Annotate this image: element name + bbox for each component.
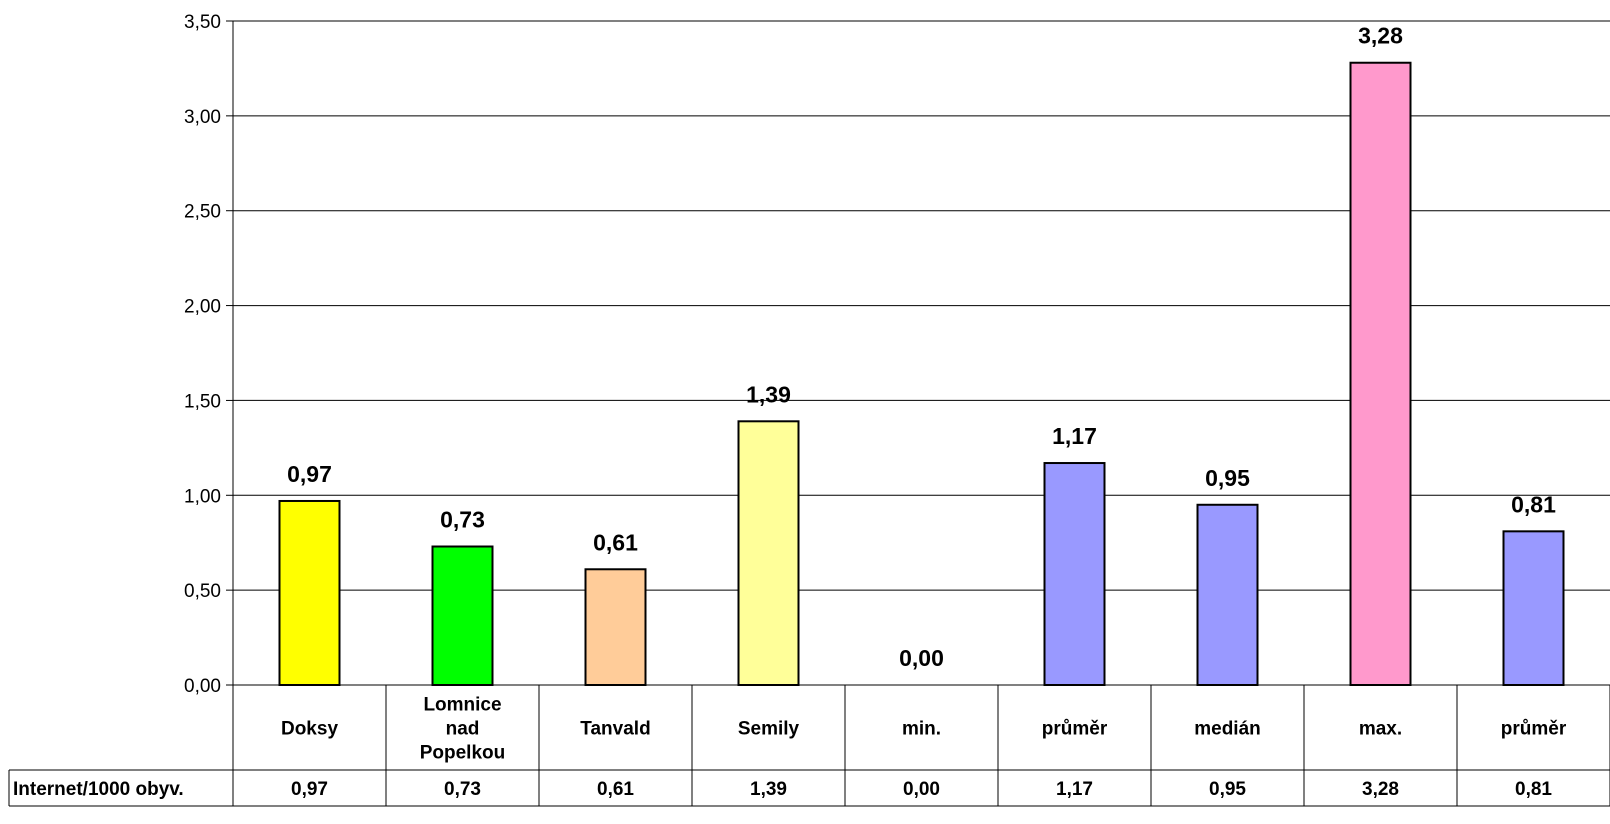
category-label: Semily bbox=[738, 719, 800, 740]
bars bbox=[278, 61, 1565, 687]
bar bbox=[278, 499, 341, 686]
category-label-line: Popelkou bbox=[420, 743, 506, 764]
data-label: 0,73 bbox=[440, 507, 485, 533]
category-label: průměr bbox=[1042, 719, 1108, 740]
bar bbox=[1349, 61, 1412, 687]
data-label: 3,28 bbox=[1358, 23, 1403, 49]
table-series-name: Internet/1000 obyv. bbox=[13, 779, 184, 800]
category-label-line: medián bbox=[1194, 719, 1261, 740]
category-label-line: průměr bbox=[1042, 719, 1108, 740]
category-label-line: min. bbox=[902, 719, 941, 740]
table-cell-value: 0,00 bbox=[903, 779, 940, 800]
category-label-line: Doksy bbox=[281, 719, 338, 740]
category-label: min. bbox=[902, 719, 941, 740]
table-cell-value: 0,81 bbox=[1515, 779, 1552, 800]
table-cell-value: 0,97 bbox=[291, 779, 328, 800]
y-tick-label: 3,00 bbox=[184, 107, 221, 128]
data-label: 1,39 bbox=[746, 381, 791, 407]
category-label: medián bbox=[1194, 719, 1261, 740]
y-tick-label: 2,50 bbox=[184, 202, 221, 223]
bar bbox=[431, 545, 494, 686]
y-axis: 0,00 0,50 1,00 1,50 2,00 2,50 3,00 3,50 bbox=[184, 12, 234, 697]
y-tick-label: 0,00 bbox=[184, 676, 221, 697]
data-label: 1,17 bbox=[1052, 423, 1097, 449]
table-cell-value: 0,73 bbox=[444, 779, 481, 800]
y-tick-label: 1,50 bbox=[184, 391, 221, 412]
category-label: Tanvald bbox=[580, 719, 650, 740]
data-label: 0,81 bbox=[1511, 491, 1556, 517]
data-label: 0,97 bbox=[287, 461, 332, 487]
gridlines bbox=[233, 20, 1610, 591]
category-label-line: Tanvald bbox=[580, 719, 650, 740]
category-label-line: max. bbox=[1359, 719, 1402, 740]
category-label: průměr bbox=[1501, 719, 1567, 740]
category-label-line: nad bbox=[446, 719, 480, 740]
data-table: Internet/1000 obyv. 0,97 0,73 0,61 1,39 0,00 1… bbox=[8, 769, 1610, 807]
category-label: max. bbox=[1359, 719, 1402, 740]
table-cell-value: 0,95 bbox=[1209, 779, 1246, 800]
table-cell-value: 1,17 bbox=[1056, 779, 1093, 800]
table-cell-value: 3,28 bbox=[1362, 779, 1399, 800]
category-label: Lomnice nad Popelkou bbox=[420, 695, 506, 764]
bar bbox=[584, 568, 647, 687]
y-tick-label: 0,50 bbox=[184, 581, 221, 602]
y-tick-label: 3,50 bbox=[184, 12, 221, 33]
bar bbox=[1196, 503, 1259, 686]
category-label-line: průměr bbox=[1501, 719, 1567, 740]
category-label-line: Semily bbox=[738, 719, 800, 740]
data-label: 0,61 bbox=[593, 529, 638, 555]
category-axis: Doksy Lomnice nad Popelkou Tanvald Semily min.… bbox=[232, 684, 1610, 806]
bar bbox=[1502, 530, 1565, 686]
y-tick-label: 2,00 bbox=[184, 297, 221, 318]
category-label-line: Lomnice bbox=[423, 695, 501, 716]
data-label: 0,95 bbox=[1205, 465, 1250, 491]
table-cell-value: 1,39 bbox=[750, 779, 787, 800]
data-labels: 0,97 0,73 0,61 1,39 0,00 1,17 0,95 3,28 0,81 bbox=[287, 23, 1556, 671]
table-cell-value: 0,61 bbox=[597, 779, 634, 800]
bar bbox=[1043, 462, 1106, 686]
data-label: 0,00 bbox=[899, 645, 944, 671]
y-tick-label: 1,00 bbox=[184, 486, 221, 507]
category-label: Doksy bbox=[281, 719, 338, 740]
bar bbox=[737, 420, 800, 686]
